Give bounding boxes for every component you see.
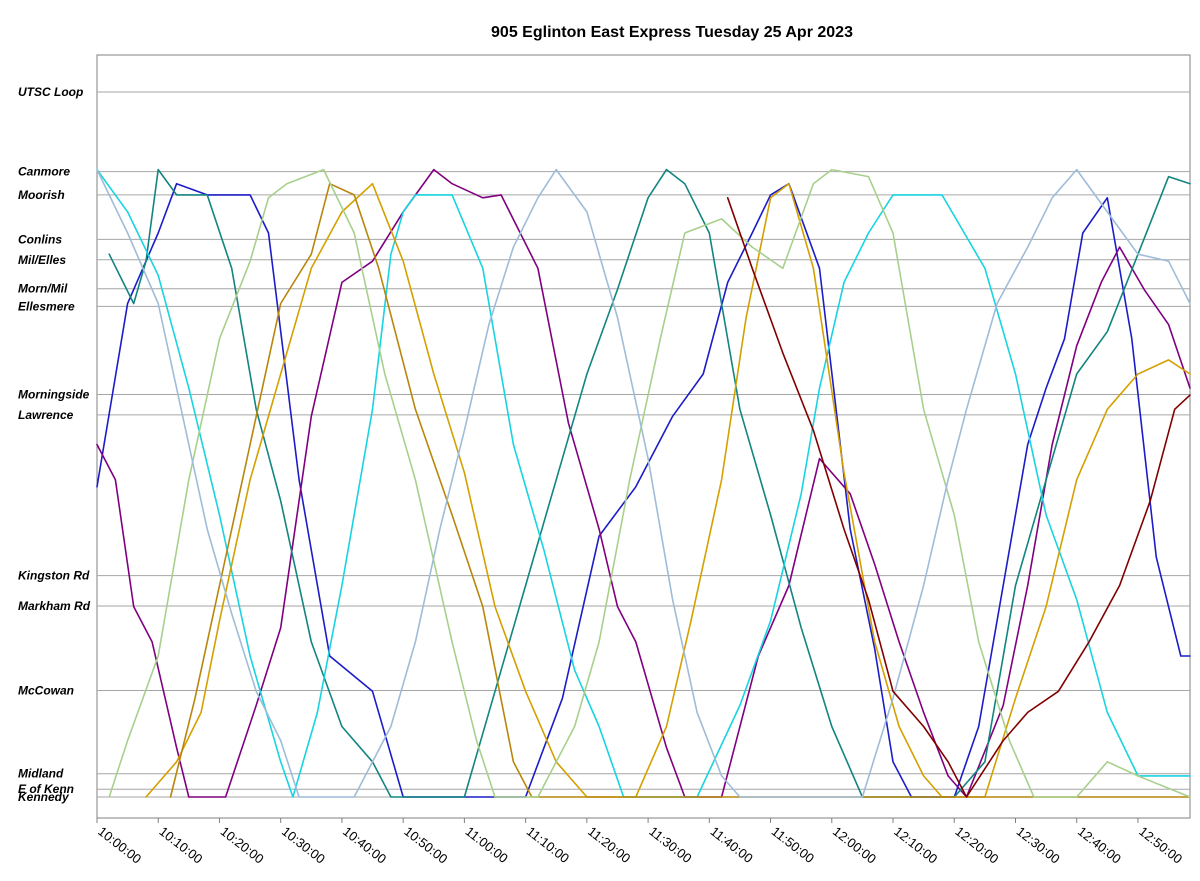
stop-label: Markham Rd	[18, 599, 91, 613]
stop-label: Mil/Elles	[18, 253, 66, 267]
x-tick-label: 12:40:00	[1075, 824, 1124, 867]
plot-area	[96, 54, 1191, 819]
stop-label: McCowan	[18, 684, 74, 698]
stop-label: Morn/Mil	[18, 282, 68, 296]
series-line-5	[145, 182, 1191, 798]
x-axis-ticks: 10:00:00 10:10:00 10:20:00 10:30:00 10:40:00…	[95, 818, 1185, 867]
x-tick-label: 11:10:00	[524, 824, 572, 866]
series-line-4	[96, 168, 1191, 798]
stop-label: Kennedy	[18, 790, 70, 804]
x-tick-label: 10:20:00	[218, 824, 267, 867]
x-tick-label: 12:00:00	[830, 824, 879, 867]
x-tick-label: 11:00:00	[463, 824, 511, 866]
series-line-9	[726, 197, 1191, 798]
series-line-3	[108, 168, 1191, 798]
stop-label: E of Kenn	[18, 782, 74, 796]
x-tick-label: 10:40:00	[340, 824, 389, 867]
x-tick-label: 11:20:00	[585, 824, 633, 866]
x-tick-label: 12:50:00	[1136, 824, 1185, 867]
series-lines	[96, 168, 1191, 798]
x-tick-label: 12:30:00	[1014, 824, 1063, 867]
stop-label: Canmore	[18, 165, 70, 179]
series-line-1	[96, 182, 1191, 798]
x-tick-label: 10:00:00	[95, 824, 144, 867]
stop-label: Morningside	[18, 387, 90, 401]
stop-label: Ellesmere	[18, 299, 75, 313]
series-line-7	[108, 168, 1191, 798]
x-tick-label: 12:10:00	[891, 824, 940, 867]
stop-gridlines	[97, 91, 1190, 798]
stop-label: Midland	[18, 767, 64, 781]
series-line-8	[96, 168, 1191, 798]
x-tick-label: 10:10:00	[156, 824, 205, 867]
series-line-6	[169, 182, 1191, 798]
stop-label: Kingston Rd	[18, 569, 90, 583]
series-line-2	[96, 168, 1191, 798]
x-tick-label: 10:30:00	[279, 824, 328, 867]
stop-label: UTSC Loop	[18, 85, 83, 99]
x-tick-label: 11:30:00	[646, 824, 694, 866]
x-tick-label: 10:50:00	[401, 824, 450, 867]
chart-title: 905 Eglinton East Express Tuesday 25 Apr…	[491, 24, 853, 41]
stop-labels: UTSC Loop Canmore Moorish Conlins Mil/Elles M…	[18, 85, 91, 804]
x-tick-label: 11:50:00	[769, 824, 817, 866]
stop-label: Conlins	[18, 232, 62, 246]
stop-label: Moorish	[18, 188, 65, 202]
x-tick-label: 11:40:00	[707, 824, 755, 866]
x-tick-label: 12:20:00	[952, 824, 1001, 867]
stop-label: Lawrence	[18, 408, 74, 422]
